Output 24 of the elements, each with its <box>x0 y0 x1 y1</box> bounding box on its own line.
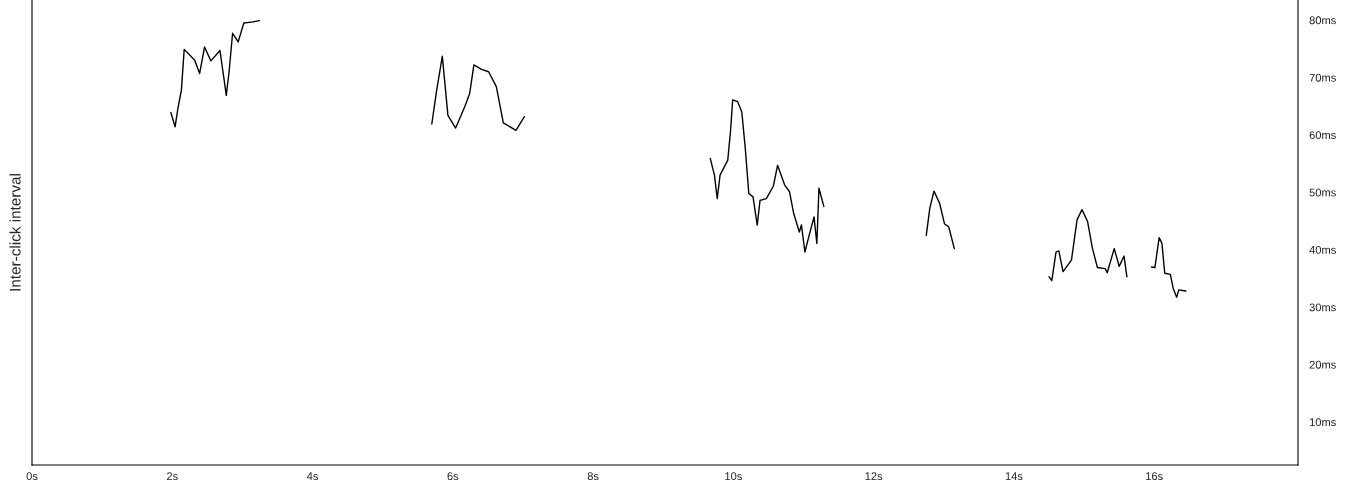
x-tick-label: 0s <box>26 472 38 481</box>
x-tick-label: 14s <box>1005 472 1023 481</box>
line-series <box>431 55 526 132</box>
y-tick-label: 50ms <box>1309 188 1336 197</box>
y-tick-label: 20ms <box>1309 360 1336 369</box>
y-tick-label: 80ms <box>1309 16 1336 25</box>
y-axis-title: Inter-click interval <box>9 174 21 291</box>
x-tick-label: 2s <box>166 472 178 481</box>
line-series <box>925 190 956 250</box>
line-series <box>709 99 825 253</box>
y-tick-label: 30ms <box>1309 303 1336 312</box>
x-tick-label: 6s <box>447 472 459 481</box>
x-tick-label: 4s <box>306 472 319 481</box>
y-tick-label: 10ms <box>1309 418 1336 427</box>
x-tick-label: 10s <box>725 472 742 481</box>
x-tick-label: 8s <box>587 472 599 481</box>
line-series <box>170 19 260 128</box>
line-series <box>1048 208 1128 282</box>
y-tick-label: 60ms <box>1309 131 1336 140</box>
line-series <box>1150 236 1187 299</box>
y-tick-label: 70ms <box>1309 73 1336 82</box>
x-tick-label: 12s <box>865 472 883 481</box>
y-tick-label: 40ms <box>1309 245 1336 254</box>
x-tick-label: 16s <box>1146 472 1163 481</box>
